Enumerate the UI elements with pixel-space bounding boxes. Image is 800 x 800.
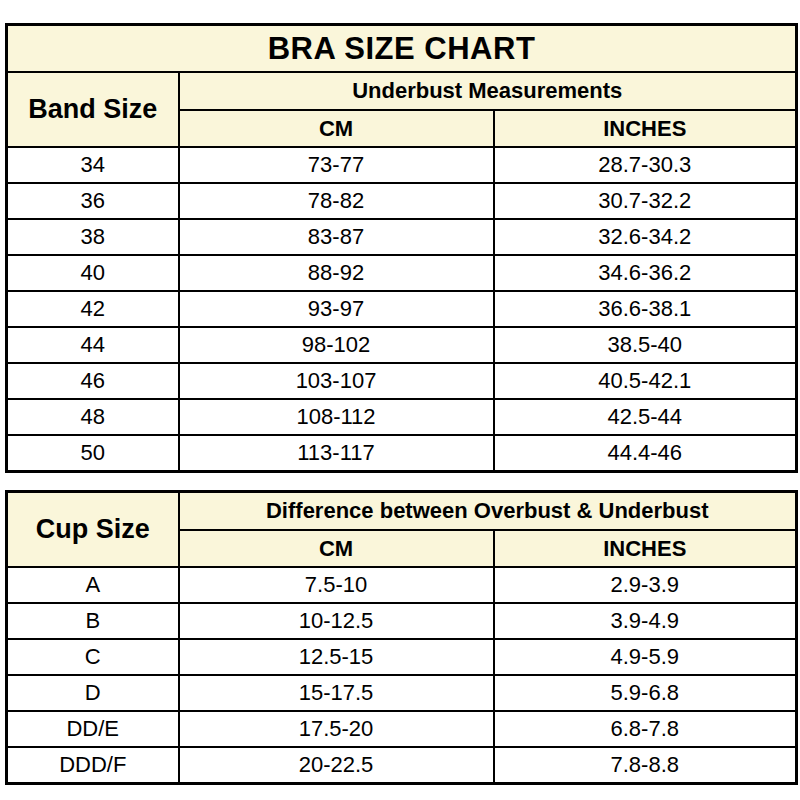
band-size-value: 42 (7, 291, 179, 327)
band-size-value: 50 (7, 435, 179, 472)
cm-value: 15-17.5 (179, 675, 494, 711)
band-size-header: Band Size (7, 72, 179, 147)
table-row: 40 88-92 34.6-36.2 (7, 255, 797, 291)
cm-value: 12.5-15 (179, 639, 494, 675)
table-row: 36 78-82 30.7-32.2 (7, 183, 797, 219)
band-cm-header: CM (179, 110, 494, 147)
inches-value: 7.8-8.8 (494, 747, 797, 784)
band-size-table: BRA SIZE CHART Band Size Underbust Measu… (5, 23, 798, 473)
inches-value: 40.5-42.1 (494, 363, 797, 399)
cup-size-value: DDD/F (7, 747, 179, 784)
cup-size-value: D (7, 675, 179, 711)
cup-size-header: Cup Size (7, 492, 179, 568)
table-row: 34 73-77 28.7-30.3 (7, 147, 797, 183)
inches-value: 4.9-5.9 (494, 639, 797, 675)
cup-inches-header: INCHES (494, 530, 797, 567)
table-row: 38 83-87 32.6-34.2 (7, 219, 797, 255)
cm-value: 20-22.5 (179, 747, 494, 784)
table-row: A 7.5-10 2.9-3.9 (7, 567, 797, 603)
inches-value: 2.9-3.9 (494, 567, 797, 603)
band-size-value: 34 (7, 147, 179, 183)
underbust-measurements-header: Underbust Measurements (179, 72, 797, 110)
inches-value: 28.7-30.3 (494, 147, 797, 183)
cm-value: 113-117 (179, 435, 494, 472)
inches-value: 30.7-32.2 (494, 183, 797, 219)
cup-size-value: C (7, 639, 179, 675)
inches-value: 44.4-46 (494, 435, 797, 472)
cup-cm-header: CM (179, 530, 494, 567)
cm-value: 98-102 (179, 327, 494, 363)
table-gap (5, 473, 795, 490)
cup-size-value: B (7, 603, 179, 639)
inches-value: 32.6-34.2 (494, 219, 797, 255)
cm-value: 93-97 (179, 291, 494, 327)
cm-value: 83-87 (179, 219, 494, 255)
table-row: 50 113-117 44.4-46 (7, 435, 797, 472)
table-row: 48 108-112 42.5-44 (7, 399, 797, 435)
band-size-value: 48 (7, 399, 179, 435)
band-size-value: 40 (7, 255, 179, 291)
inches-value: 5.9-6.8 (494, 675, 797, 711)
group-header-row: Band Size Underbust Measurements (7, 72, 797, 110)
cm-value: 10-12.5 (179, 603, 494, 639)
inches-value: 3.9-4.9 (494, 603, 797, 639)
cm-value: 108-112 (179, 399, 494, 435)
table-row: DD/E 17.5-20 6.8-7.8 (7, 711, 797, 747)
cup-size-table: Cup Size Difference between Overbust & U… (5, 490, 798, 785)
table-row: DDD/F 20-22.5 7.8-8.8 (7, 747, 797, 784)
cm-value: 7.5-10 (179, 567, 494, 603)
table-row: 44 98-102 38.5-40 (7, 327, 797, 363)
cm-value: 17.5-20 (179, 711, 494, 747)
band-size-value: 38 (7, 219, 179, 255)
table-row: 42 93-97 36.6-38.1 (7, 291, 797, 327)
cm-value: 78-82 (179, 183, 494, 219)
cm-value: 73-77 (179, 147, 494, 183)
title-row: BRA SIZE CHART (7, 25, 797, 73)
band-inches-header: INCHES (494, 110, 797, 147)
band-size-value: 44 (7, 327, 179, 363)
chart-title: BRA SIZE CHART (7, 25, 797, 73)
group-header-row: Cup Size Difference between Overbust & U… (7, 492, 797, 531)
inches-value: 36.6-38.1 (494, 291, 797, 327)
table-row: B 10-12.5 3.9-4.9 (7, 603, 797, 639)
inches-value: 6.8-7.8 (494, 711, 797, 747)
inches-value: 34.6-36.2 (494, 255, 797, 291)
table-row: C 12.5-15 4.9-5.9 (7, 639, 797, 675)
cup-size-value: DD/E (7, 711, 179, 747)
difference-overbust-underbust-header: Difference between Overbust & Underbust (179, 492, 797, 531)
table-row: D 15-17.5 5.9-6.8 (7, 675, 797, 711)
band-size-value: 36 (7, 183, 179, 219)
bra-size-chart: BRA SIZE CHART Band Size Underbust Measu… (0, 0, 800, 785)
cm-value: 103-107 (179, 363, 494, 399)
cup-size-value: A (7, 567, 179, 603)
cm-value: 88-92 (179, 255, 494, 291)
inches-value: 42.5-44 (494, 399, 797, 435)
table-row: 46 103-107 40.5-42.1 (7, 363, 797, 399)
inches-value: 38.5-40 (494, 327, 797, 363)
band-size-value: 46 (7, 363, 179, 399)
